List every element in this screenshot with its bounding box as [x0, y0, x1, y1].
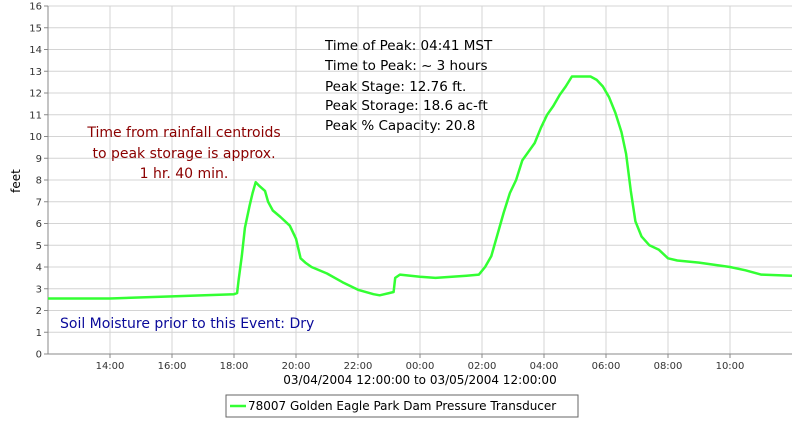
y-tick-label: 13 [29, 67, 42, 78]
y-tick-label: 8 [36, 176, 42, 187]
x-tick-label: 06:00 [592, 361, 621, 372]
legend-box [225, 394, 579, 418]
y-tick-label: 7 [36, 197, 42, 208]
x-tick-label: 00:00 [406, 361, 435, 372]
x-tick-label: 08:00 [654, 361, 683, 372]
y-axis-label: feet [9, 169, 23, 193]
x-tick-label: 10:00 [716, 361, 745, 372]
centroid-note-line: 1 hr. 40 min. [140, 166, 229, 182]
y-tick-label: 3 [36, 284, 42, 295]
y-tick-label: 5 [36, 241, 42, 252]
x-tick-label: 04:00 [530, 361, 559, 372]
y-tick-label: 10 [29, 132, 42, 143]
y-tick-label: 14 [29, 45, 42, 56]
legend-label: 78007 Golden Eagle Park Dam Pressure Tra… [248, 399, 556, 413]
x-tick-label: 22:00 [344, 361, 373, 372]
y-tick-label: 16 [29, 2, 42, 13]
peak-info-line: Peak % Capacity: 20.8 [325, 118, 475, 134]
peak-info-line: Peak Stage: 12.76 ft. [325, 79, 466, 95]
y-tick-label: 1 [36, 328, 42, 339]
centroid-note-line: Time from rainfall centroids [86, 125, 280, 141]
grid [48, 5, 792, 355]
x-tick-label: 18:00 [220, 361, 249, 372]
x-tick-label: 14:00 [96, 361, 125, 372]
x-tick-label: 16:00 [158, 361, 187, 372]
centroid-note-line: to peak storage is approx. [92, 146, 275, 162]
y-tick-label: 0 [36, 350, 42, 361]
x-tick-label: 02:00 [468, 361, 497, 372]
peak-info-annotation: Time of Peak: 04:41 MST Time to Peak: ~ … [324, 38, 493, 134]
y-tick-label: 6 [36, 219, 42, 230]
y-tick-label: 11 [29, 110, 42, 121]
y-tick-label: 9 [36, 154, 42, 165]
y-tick-label: 12 [29, 89, 42, 100]
y-tick-label: 4 [36, 263, 42, 274]
x-axis-label: 03/04/2004 12:00:00 to 03/05/2004 12:00:… [283, 373, 556, 387]
y-tick-label: 15 [29, 23, 42, 34]
legend: 78007 Golden Eagle Park Dam Pressure Tra… [225, 394, 579, 418]
soil-moisture-annotation: Soil Moisture prior to this Event: Dry [60, 316, 314, 332]
series-layer [48, 75, 793, 300]
peak-info-line: Peak Storage: 18.6 ac-ft [325, 98, 488, 114]
y-tick-label: 2 [36, 306, 42, 317]
centroid-note-annotation: Time from rainfall centroids to peak sto… [86, 125, 280, 182]
series-line [48, 75, 793, 300]
peak-info-line: Time of Peak: 04:41 MST [324, 38, 493, 54]
peak-info-line: Time to Peak: ~ 3 hours [324, 58, 488, 74]
x-tick-label: 20:00 [282, 361, 311, 372]
